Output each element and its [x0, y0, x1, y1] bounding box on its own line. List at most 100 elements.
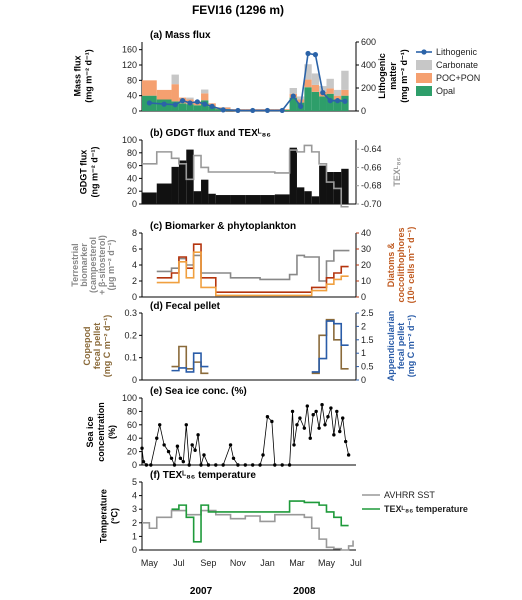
sea-ice-point: [280, 463, 284, 467]
ytick-label-right: 200: [361, 83, 376, 93]
sea-ice-point: [323, 423, 327, 427]
sea-ice-point: [193, 448, 197, 452]
sea-ice-point: [141, 459, 146, 464]
sea-ice-line: [141, 404, 350, 467]
ytick-label-left: 0: [132, 106, 137, 116]
legend-label: TEXᴸ₈₆ temperature: [384, 504, 468, 514]
sea-ice-point: [196, 433, 200, 437]
carbonate-bar: [311, 73, 320, 85]
panel-title-4: (e) Sea ice conc. (%): [150, 386, 247, 397]
x-tick-label: Jan: [260, 558, 275, 568]
ytick-label-left: 60: [127, 420, 137, 430]
copepod-line: [171, 345, 209, 375]
ytick-label-left: 40: [127, 173, 137, 183]
ytick-label-right: 0: [361, 292, 366, 302]
gdgt-bar: [296, 187, 305, 204]
ytick-label-left: 6: [132, 244, 137, 254]
panel-title-3: (d) Fecal pellet: [150, 301, 221, 312]
lithogenic-point: [194, 99, 200, 105]
ytick-label-left: 2: [132, 518, 137, 528]
sea-ice-point: [166, 449, 171, 454]
tex86-line: [142, 144, 349, 208]
opal-bar: [311, 91, 320, 111]
opal-bar: [289, 97, 297, 111]
sea-ice-point: [202, 453, 206, 457]
carbonate-bar: [186, 97, 194, 100]
poc-bar: [333, 95, 342, 100]
gdgt-bar: [326, 172, 334, 204]
gdgt-bar: [178, 160, 187, 204]
ylabel-left-c: (μg m⁻² d⁻¹): [106, 240, 116, 291]
ylabel-left-f: Temperature: [99, 489, 109, 543]
gdgt-bar: [289, 147, 297, 204]
sea-ice-point: [175, 444, 180, 448]
sea-ice-point: [341, 416, 345, 420]
appendicularian-line: [311, 320, 349, 373]
ylabel-left-c: (campesterol: [88, 237, 98, 293]
ytick-label-left: 3: [132, 504, 137, 514]
gdgt-bar: [245, 195, 261, 204]
gdgt-bar: [142, 192, 157, 204]
gdgt-bar: [341, 168, 349, 204]
ytick-label-right: 2: [361, 321, 366, 331]
gdgt-bar: [201, 179, 209, 204]
ylabel-right-d: fecal pellet: [396, 323, 406, 370]
ylabel-right-c: (10⁶ cells m⁻² d⁻¹): [406, 227, 416, 304]
ytick-label-left: 0.1: [124, 353, 137, 363]
ytick-label-right: -0.66: [361, 162, 382, 172]
ytick-label-left: 0: [132, 460, 137, 470]
ytick-label-right: 40: [361, 228, 371, 238]
sea-ice-point: [320, 403, 324, 407]
ylabel-left-b: GDGT flux: [79, 150, 89, 195]
carbonate-bar: [201, 89, 209, 94]
ytick-label-left: 0: [132, 292, 137, 302]
legend-label: Opal: [436, 86, 455, 96]
sea-ice-point: [149, 463, 153, 467]
carbonate-bar: [304, 64, 312, 80]
sea-ice-point: [346, 453, 351, 457]
lithogenic-point: [235, 107, 241, 114]
legend-swatch: [416, 60, 432, 70]
ytick-label-right: 0.5: [361, 362, 374, 372]
lithogenic-point: [172, 102, 178, 108]
x-tick-label: Jul: [173, 558, 185, 568]
sea-ice-point: [169, 456, 174, 460]
x-tick-label: Sep: [200, 558, 216, 568]
legend-swatch: [416, 73, 432, 83]
sea-ice-point: [335, 409, 339, 414]
sea-ice-point: [302, 426, 307, 430]
lithogenic-point: [179, 98, 186, 104]
ylabel-right-d: (mg C m⁻² d⁻¹): [406, 315, 416, 378]
ylabel-left-e: (%): [107, 425, 117, 439]
sea-ice-point: [305, 404, 309, 408]
ytick-label-left: 120: [122, 60, 137, 70]
lithogenic-point: [202, 101, 208, 107]
gdgt-bar: [215, 195, 231, 204]
ytick-label-left: 100: [122, 393, 137, 403]
gdgt-bar: [260, 195, 275, 204]
ytick-label-right: 600: [361, 37, 376, 47]
lithogenic-point: [305, 50, 311, 57]
ylabel-left-e: concentration: [96, 402, 106, 462]
sea-ice-point: [140, 446, 144, 450]
sea-ice-point: [243, 463, 248, 467]
ylabel-right-a: (mg m⁻² d⁻¹): [399, 49, 409, 103]
ylabel-left-d: (mg C m⁻² d⁻¹): [102, 315, 112, 378]
lithogenic-point: [342, 98, 348, 104]
gdgt-bar: [171, 166, 179, 204]
sea-ice-point: [206, 463, 211, 467]
lithogenic-point: [334, 98, 341, 104]
poc-bar: [326, 88, 334, 94]
gdgt-bar: [230, 195, 246, 204]
sea-ice-point: [308, 436, 312, 440]
lithogenic-point: [290, 93, 296, 99]
ytick-label-right: -0.70: [361, 199, 382, 209]
ytick-label-left: 0.2: [124, 330, 137, 340]
legend-label: Carbonate: [436, 60, 478, 70]
poc-bar: [311, 84, 320, 92]
legend-label: Lithogenic: [436, 47, 478, 57]
ylabel-right-c: coccolithophores: [396, 227, 406, 302]
ytick-label-left: 160: [122, 45, 137, 55]
